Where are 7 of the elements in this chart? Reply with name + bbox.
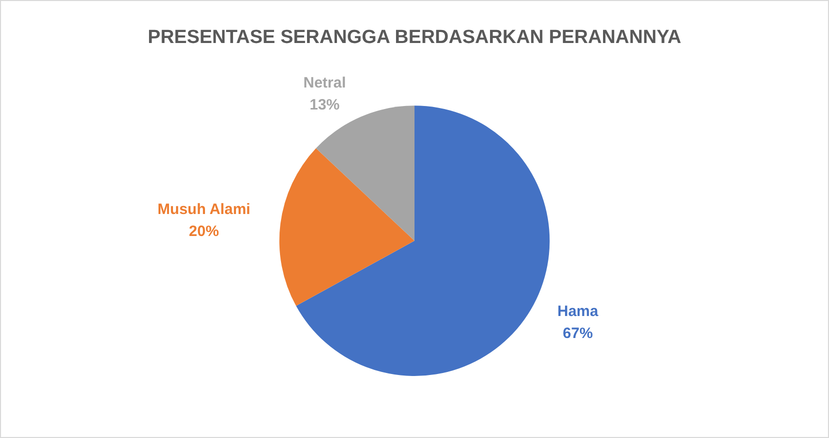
slice-label: Netral <box>303 74 346 92</box>
slice-label: Musuh Alami <box>158 201 250 218</box>
data-label: 67% <box>562 324 593 342</box>
chart-title: PRESENTASE SERANGGA BERDASARKAN PERANANNYA <box>148 27 682 48</box>
slice-label: Hama <box>557 302 599 320</box>
data-label: 20% <box>188 223 219 240</box>
data-label: 13% <box>310 96 340 114</box>
